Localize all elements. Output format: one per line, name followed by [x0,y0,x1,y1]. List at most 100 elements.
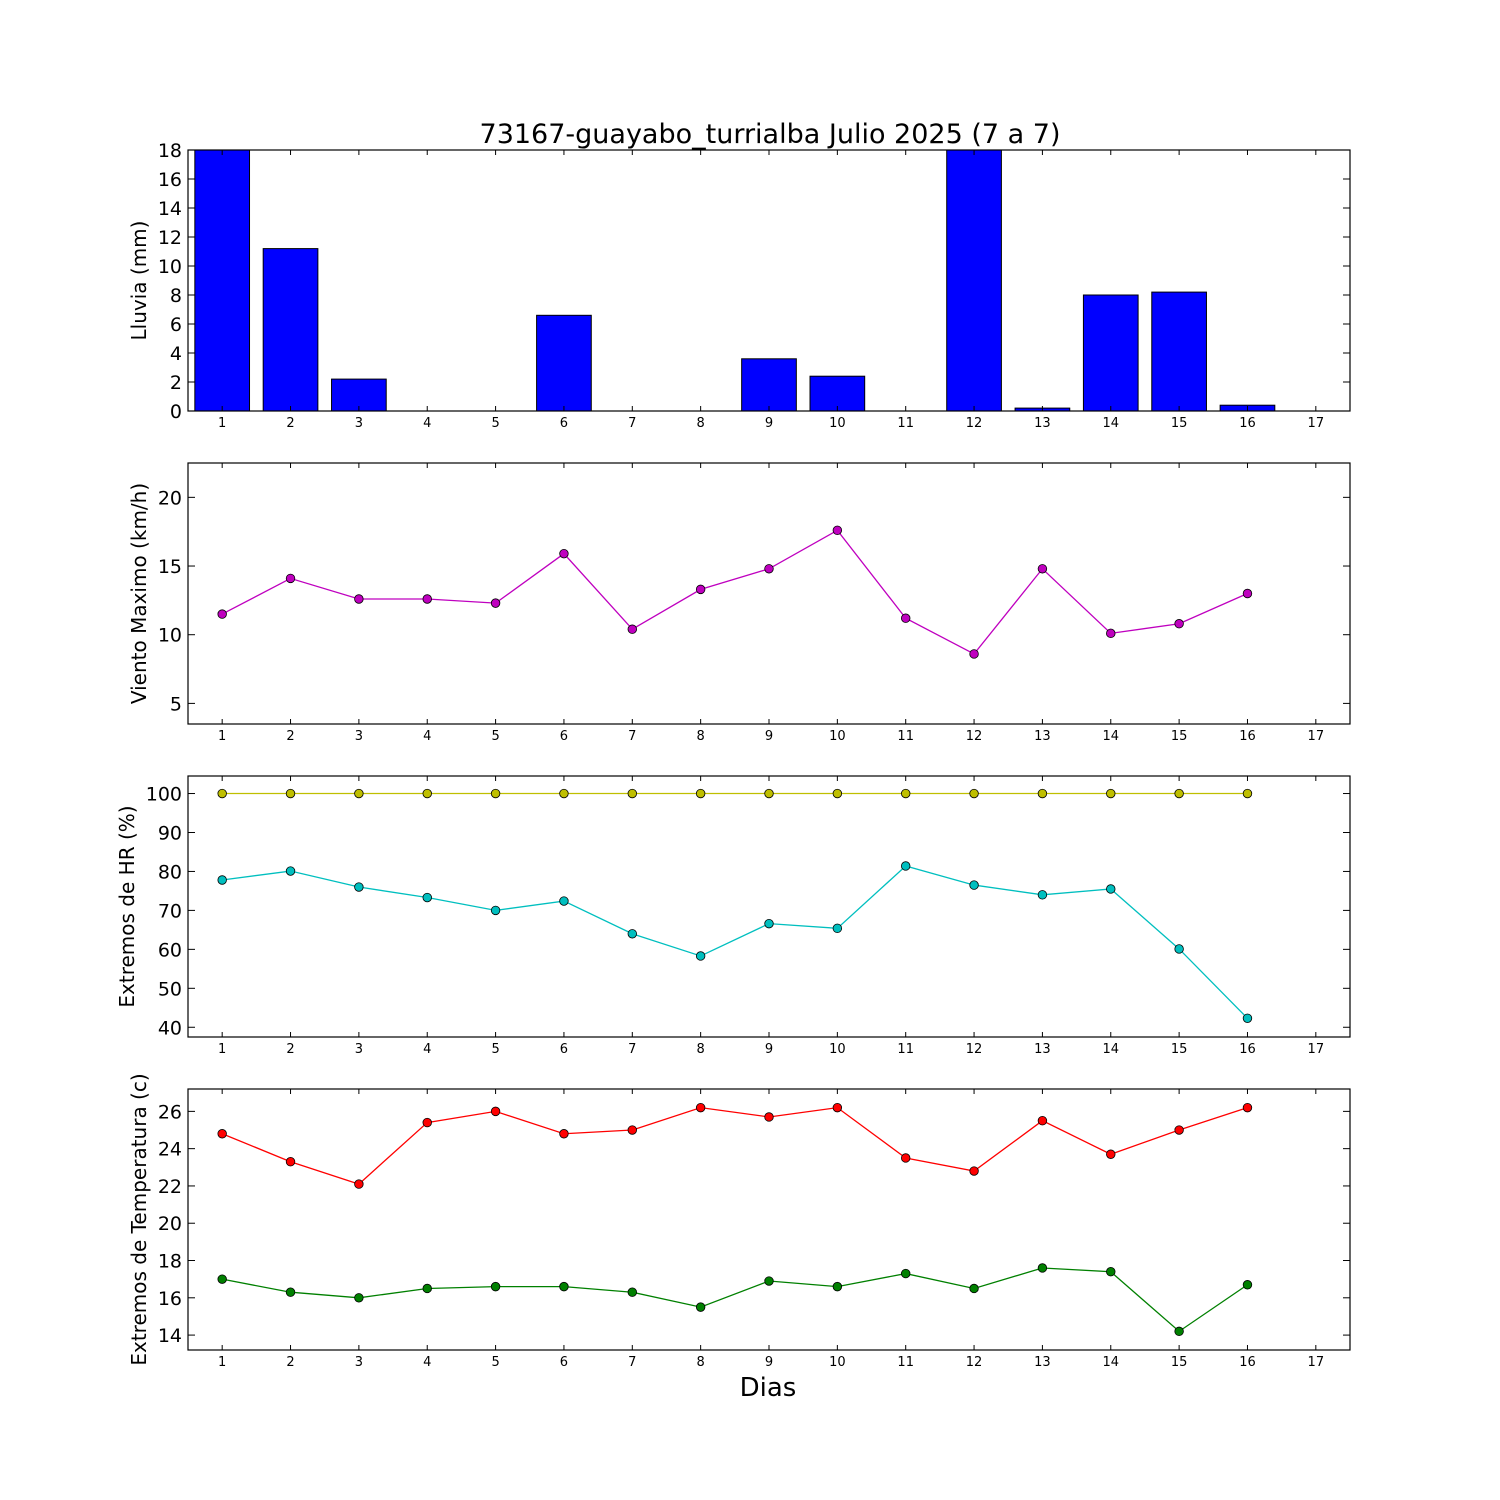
x-tick-label-wind: 2 [286,729,294,744]
point-temp-0-day-6 [559,1129,569,1139]
x-tick-label-hr: 17 [1308,1042,1325,1057]
y-tick-label-temp: 20 [158,1213,182,1235]
point-hr-1-day-4 [422,892,432,903]
x-tick-label-hr: 4 [423,1042,431,1057]
point-hr-1-day-14 [1106,884,1116,894]
point-hr-1-day-6 [559,896,569,906]
x-tick-label-wind: 12 [966,729,983,744]
y-tick-label-rain: 8 [170,285,182,307]
point-temp-0-day-1 [217,1129,227,1139]
x-tick-label-wind: 13 [1034,729,1051,744]
y-tick-label-temp: 14 [158,1325,182,1347]
y-tick-label-hr: 90 [158,822,182,844]
point-temp-1-day-6 [559,1281,569,1292]
x-tick-label-hr: 14 [1102,1042,1119,1057]
point-temp-0-day-11 [901,1153,911,1163]
point-hr-0-day-4 [422,788,432,799]
x-tick-label-rain: 4 [423,416,431,431]
point-temp-1-day-1 [217,1274,227,1284]
x-tick-label-hr: 11 [897,1042,914,1057]
x-tick-label-wind: 11 [897,729,914,744]
x-tick-label-wind: 17 [1308,729,1325,744]
x-tick-label-temp: 8 [697,1355,705,1370]
point-wind-0-day-9 [764,564,774,574]
point-hr-0-day-9 [764,788,774,799]
x-tick-label-rain: 7 [628,416,636,431]
x-tick-label-hr: 15 [1171,1042,1188,1057]
panel-hr: 1 2 3 4 5 6 7 8 9 10 11 12 13 14 15 16 17405060708090100… [115,775,1351,1057]
x-tick-label-temp: 3 [355,1355,363,1370]
point-temp-0-day-3 [354,1179,364,1189]
x-tick-label-temp: 1 [218,1355,226,1370]
x-tick-label-wind: 7 [628,729,636,744]
y-tick-label-temp: 18 [158,1251,182,1273]
point-temp-1-day-12 [969,1283,979,1294]
point-hr-0-day-13 [1037,788,1048,799]
x-tick-label-wind: 6 [560,729,568,744]
y-tick-label-rain: 0 [170,401,182,423]
point-temp-1-day-8 [695,1302,706,1312]
point-temp-0-day-13 [1037,1115,1048,1126]
y-tick-label-rain: 6 [170,314,182,336]
y-tick-label-hr: 60 [158,939,182,961]
x-tick-label-rain: 9 [765,416,773,431]
point-temp-1-day-13 [1037,1263,1048,1273]
point-temp-1-day-16 [1242,1280,1253,1290]
bar-day-6 [536,314,592,411]
y-tick-label-wind: 10 [158,625,182,647]
x-tick-label-temp: 12 [966,1355,983,1370]
x-tick-label-wind: 3 [355,729,363,744]
x-tick-label-wind: 10 [829,729,846,744]
point-wind-0-day-10 [832,525,843,536]
x-tick-label-rain: 1 [218,416,226,431]
point-wind-0-day-14 [1106,628,1116,639]
y-tick-label-rain: 2 [170,372,182,394]
plot-area-hr [217,788,1253,1024]
x-tick-label-temp: 17 [1308,1355,1325,1370]
point-temp-0-day-16 [1242,1102,1253,1113]
point-hr-1-day-12 [969,880,979,890]
x-tick-label-hr: 10 [829,1042,846,1057]
point-wind-0-day-12 [969,649,979,659]
point-wind-0-day-16 [1242,588,1253,599]
x-tick-label-hr: 7 [628,1042,636,1057]
x-tick-label-hr: 12 [966,1042,983,1057]
bar-day-10 [809,375,866,411]
point-hr-1-day-13 [1037,890,1048,900]
point-wind-0-day-4 [422,594,432,604]
point-hr-1-day-10 [832,923,843,934]
x-tick-label-wind: 8 [697,729,705,744]
x-axis-label: Dias [740,1373,797,1403]
y-tick-label-wind: 15 [158,556,182,578]
series-line-wind-0 [221,529,1248,655]
point-wind-0-day-1 [217,609,227,619]
y-tick-label-rain: 18 [158,140,182,162]
point-hr-1-day-1 [217,875,227,885]
point-wind-0-day-2 [285,573,296,584]
plot-area-rain [194,150,1276,411]
point-hr-1-day-16 [1242,1013,1253,1024]
point-hr-0-day-2 [285,788,296,799]
x-tick-label-hr: 2 [286,1042,294,1057]
bar-day-2 [262,248,319,411]
series-line-temp-0 [221,1106,1248,1185]
x-tick-label-hr: 1 [218,1042,226,1057]
bar-day-9 [741,358,797,411]
point-temp-0-day-10 [832,1102,843,1113]
x-tick-label-temp: 11 [897,1355,914,1370]
x-tick-label-rain: 2 [286,416,294,431]
point-hr-1-day-9 [764,918,774,929]
x-tick-label-temp: 5 [491,1355,499,1370]
point-hr-0-day-3 [354,788,364,799]
point-hr-0-day-6 [559,788,569,799]
x-tick-label-wind: 15 [1171,729,1188,744]
x-tick-label-rain: 6 [560,416,568,431]
point-hr-0-day-8 [695,788,706,799]
point-hr-0-day-12 [969,788,979,799]
bar-day-15 [1151,291,1207,411]
series-line-temp-1 [222,1267,1248,1333]
point-temp-1-day-7 [627,1287,637,1297]
point-wind-0-day-11 [901,613,911,623]
x-tick-label-temp: 14 [1102,1355,1119,1370]
